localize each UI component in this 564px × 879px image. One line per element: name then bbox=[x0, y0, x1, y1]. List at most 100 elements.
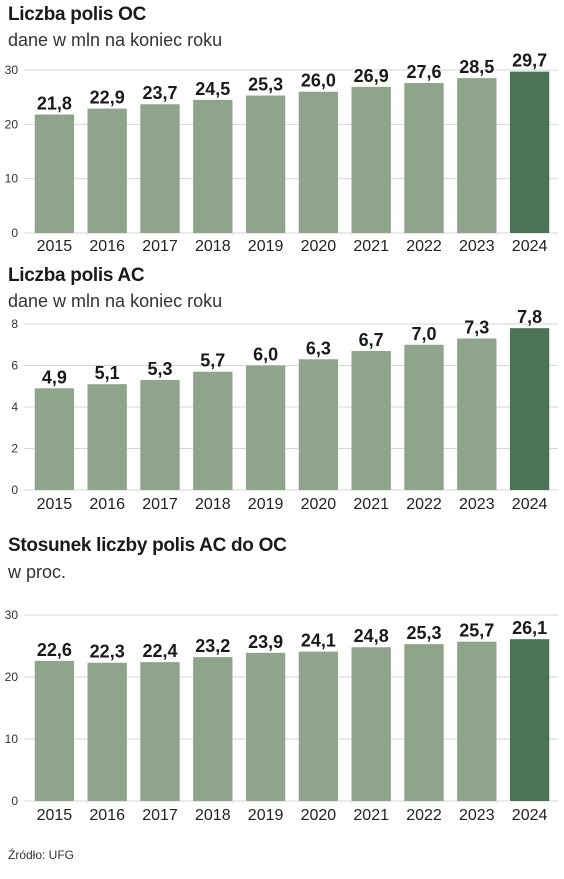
chart-ac-policies: 0 2 4 6 8 4,9 2015 5,1 2016 5,3 2017 5,7 2018 6,0 2019… bbox=[11, 307, 558, 513]
y-tick-label: 20 bbox=[5, 117, 19, 131]
bar bbox=[87, 662, 127, 801]
x-tick-label: 2016 bbox=[89, 807, 125, 824]
x-tick-label: 2019 bbox=[248, 238, 284, 255]
data-label: 22,9 bbox=[90, 88, 125, 108]
y-tick-label: 6 bbox=[11, 359, 18, 373]
data-label: 22,3 bbox=[90, 642, 125, 662]
data-label: 24,1 bbox=[301, 631, 336, 651]
bar bbox=[404, 344, 444, 490]
data-label: 25,3 bbox=[406, 623, 441, 643]
data-label: 22,4 bbox=[142, 641, 177, 661]
bar bbox=[509, 71, 550, 233]
chart-1-title: Liczba polis OC bbox=[8, 4, 147, 25]
y-tick-label: 0 bbox=[11, 794, 18, 808]
x-tick-label: 2024 bbox=[512, 238, 548, 255]
bar bbox=[351, 86, 391, 234]
bar bbox=[404, 644, 444, 801]
x-tick-label: 2016 bbox=[89, 238, 125, 255]
y-tick-label: 30 bbox=[5, 63, 19, 77]
y-tick-label: 2 bbox=[11, 442, 18, 456]
bar bbox=[193, 371, 233, 490]
data-label: 24,8 bbox=[354, 626, 389, 646]
data-label: 4,9 bbox=[42, 367, 67, 387]
x-tick-label: 2021 bbox=[353, 238, 389, 255]
bar bbox=[193, 99, 233, 233]
data-label: 25,3 bbox=[248, 75, 283, 95]
x-tick-label: 2022 bbox=[406, 496, 442, 513]
bar bbox=[298, 91, 339, 233]
x-tick-label: 2015 bbox=[37, 807, 73, 824]
chart-1-subtitle: dane w mln na koniec roku bbox=[8, 30, 223, 50]
bar bbox=[351, 350, 391, 490]
data-label: 23,2 bbox=[195, 636, 230, 656]
bar bbox=[245, 95, 286, 233]
data-label: 26,1 bbox=[512, 618, 547, 638]
x-tick-label: 2018 bbox=[195, 496, 231, 513]
bar bbox=[34, 388, 75, 490]
data-label: 6,7 bbox=[359, 330, 384, 350]
data-label: 23,9 bbox=[248, 632, 283, 652]
x-tick-label: 2023 bbox=[459, 496, 495, 513]
x-tick-label: 2020 bbox=[301, 496, 337, 513]
data-label: 29,7 bbox=[512, 51, 547, 71]
x-tick-label: 2018 bbox=[195, 807, 231, 824]
data-label: 22,6 bbox=[37, 640, 72, 660]
data-label: 26,0 bbox=[301, 71, 336, 91]
bar bbox=[457, 641, 497, 801]
x-tick-label: 2017 bbox=[142, 496, 178, 513]
data-label: 21,8 bbox=[37, 94, 72, 114]
bar bbox=[87, 108, 127, 233]
bar bbox=[298, 651, 339, 801]
x-tick-label: 2020 bbox=[301, 238, 337, 255]
data-label: 5,3 bbox=[147, 359, 172, 379]
bar bbox=[509, 328, 550, 490]
source-note: Źródło: UFG bbox=[8, 848, 75, 862]
chart-3-title: Stosunek liczby polis AC do OC bbox=[8, 535, 287, 556]
y-tick-label: 8 bbox=[11, 317, 18, 331]
data-label: 6,0 bbox=[253, 345, 278, 365]
x-tick-label: 2021 bbox=[353, 807, 389, 824]
x-tick-label: 2017 bbox=[142, 807, 178, 824]
bar bbox=[140, 380, 180, 490]
bar bbox=[457, 338, 497, 490]
x-tick-label: 2024 bbox=[512, 807, 548, 824]
x-tick-label: 2022 bbox=[406, 238, 442, 255]
data-label: 26,9 bbox=[354, 66, 389, 86]
bar bbox=[34, 114, 75, 233]
data-label: 7,0 bbox=[411, 324, 436, 344]
x-tick-label: 2020 bbox=[301, 807, 337, 824]
x-tick-label: 2024 bbox=[512, 496, 548, 513]
bar bbox=[87, 384, 127, 490]
y-tick-label: 4 bbox=[11, 400, 18, 414]
x-tick-label: 2023 bbox=[459, 238, 495, 255]
x-tick-label: 2023 bbox=[459, 807, 495, 824]
bar bbox=[509, 639, 550, 801]
y-tick-label: 0 bbox=[11, 226, 18, 240]
x-tick-label: 2019 bbox=[248, 807, 284, 824]
data-label: 25,7 bbox=[459, 621, 494, 641]
x-tick-label: 2017 bbox=[142, 238, 178, 255]
x-tick-label: 2018 bbox=[195, 238, 231, 255]
bar bbox=[245, 652, 286, 801]
bar bbox=[34, 660, 75, 801]
data-label: 23,7 bbox=[142, 83, 177, 103]
bar bbox=[193, 657, 233, 801]
bar bbox=[404, 83, 444, 233]
data-label: 5,7 bbox=[200, 351, 225, 371]
y-tick-label: 20 bbox=[5, 670, 19, 684]
chart-3-subtitle: w proc. bbox=[8, 562, 67, 582]
data-label: 7,8 bbox=[517, 307, 542, 327]
x-tick-label: 2019 bbox=[248, 496, 284, 513]
bar bbox=[140, 104, 180, 233]
y-tick-label: 10 bbox=[5, 732, 19, 746]
x-tick-label: 2021 bbox=[353, 496, 389, 513]
bar bbox=[140, 662, 180, 801]
bar bbox=[298, 359, 339, 490]
bar bbox=[351, 647, 391, 801]
data-label: 27,6 bbox=[406, 62, 441, 82]
chart-2-subtitle: dane w mln na koniec roku bbox=[8, 291, 223, 311]
data-label: 5,1 bbox=[95, 363, 120, 383]
bar bbox=[457, 78, 497, 234]
chart-ac-to-oc-ratio: 0 10 20 30 22,6 2015 22,3 2016 22,4 2017 23,2 2018 2… bbox=[5, 608, 558, 824]
data-label: 6,3 bbox=[306, 338, 331, 358]
